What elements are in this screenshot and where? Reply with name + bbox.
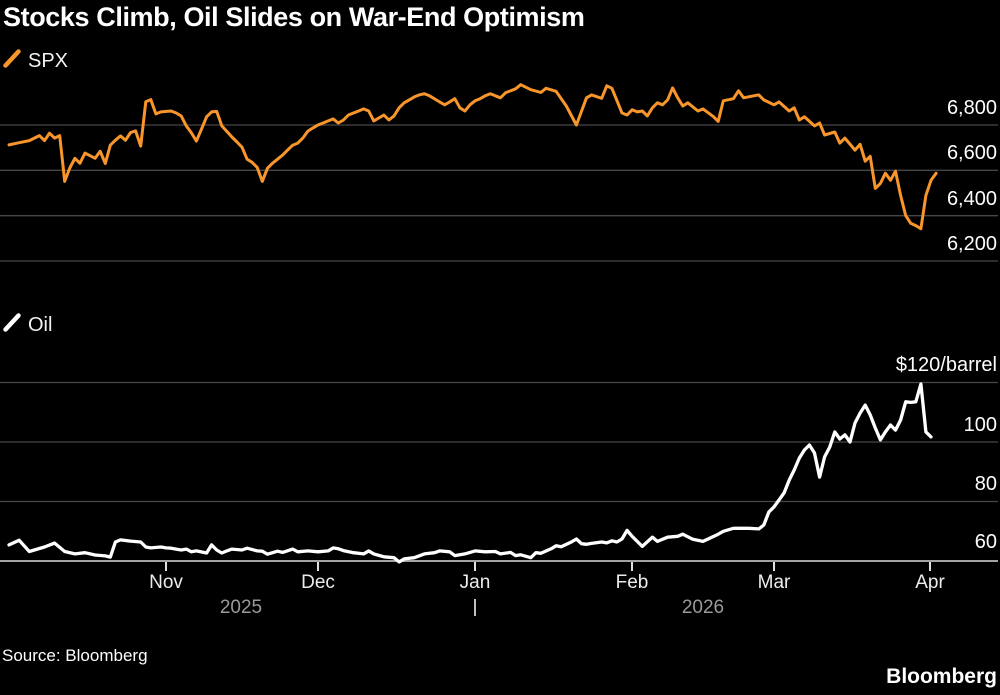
oil-ytick-60: 60 <box>974 531 997 553</box>
xtick-feb: Feb <box>615 572 649 593</box>
bloomberg-wordmark: Bloomberg <box>886 665 997 688</box>
xtick-nov: Nov <box>149 572 183 593</box>
year-label-2025: 2025 <box>219 597 263 618</box>
spx-ytick-6800: 6,800 <box>946 97 997 119</box>
oil-ytick-100: 100 <box>963 414 997 436</box>
oil-legend-label: Oil <box>28 314 53 336</box>
xtick-jan: Jan <box>459 572 491 593</box>
page-title: Stocks Climb, Oil Slides on War-End Opti… <box>3 2 585 32</box>
spx-series-line <box>7 83 938 231</box>
xtick-dec: Dec <box>301 572 335 593</box>
x-axis-ticks <box>165 562 931 571</box>
spx-ytick-6200: 6,200 <box>946 233 997 255</box>
spx-legend-slash-icon <box>3 49 21 68</box>
spx-ytick-6400: 6,400 <box>946 188 997 210</box>
oil-ytick-80: 80 <box>974 473 997 495</box>
year-label-2026: 2026 <box>681 597 725 618</box>
oil-series-line <box>7 382 933 564</box>
spx-legend-label: SPX <box>28 50 69 72</box>
top-panel-gridlines <box>0 124 998 262</box>
spx-ytick-6600: 6,600 <box>946 142 997 164</box>
xtick-apr: Apr <box>915 572 945 593</box>
source-credit: Source: Bloomberg <box>2 646 148 665</box>
oil-y-axis-unit-label: $120/barrel <box>895 354 997 376</box>
oil-legend-slash-icon <box>3 313 21 332</box>
xtick-mar: Mar <box>757 572 791 593</box>
